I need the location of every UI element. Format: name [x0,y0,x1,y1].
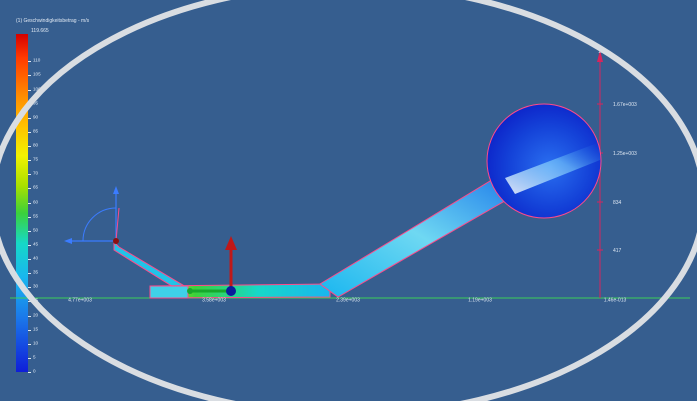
ruler-y-labels: 1.67e+003 1.25e+003 834 417 [613,102,637,254]
triad-gizmo[interactable] [64,186,120,244]
ruler-x-label: 1.19e+003 [468,298,492,304]
nozzle-box[interactable] [149,285,189,299]
ruler-y-axis-letter: Z [598,49,601,55]
diagonal-duct[interactable] [319,171,518,298]
move-up-arrow-icon[interactable] [225,236,237,250]
ruler-y-label: 834 [613,200,622,206]
triad-z-arrow-icon [113,186,119,194]
ruler-x-label: 3.58e+003 [202,298,226,304]
triad-x-arrow-icon [64,238,72,244]
move-handle-icon[interactable] [226,286,236,296]
ruler-x-label: 4.77e+003 [68,298,92,304]
ruler-y-label: 1.67e+003 [613,102,637,108]
ruler-x-label: 2.39e+003 [336,298,360,304]
ruler-y-label: 1.25e+003 [613,151,637,157]
ruler-x-label: 1.46e-013 [604,298,627,304]
ruler-y-label: 417 [613,248,622,254]
